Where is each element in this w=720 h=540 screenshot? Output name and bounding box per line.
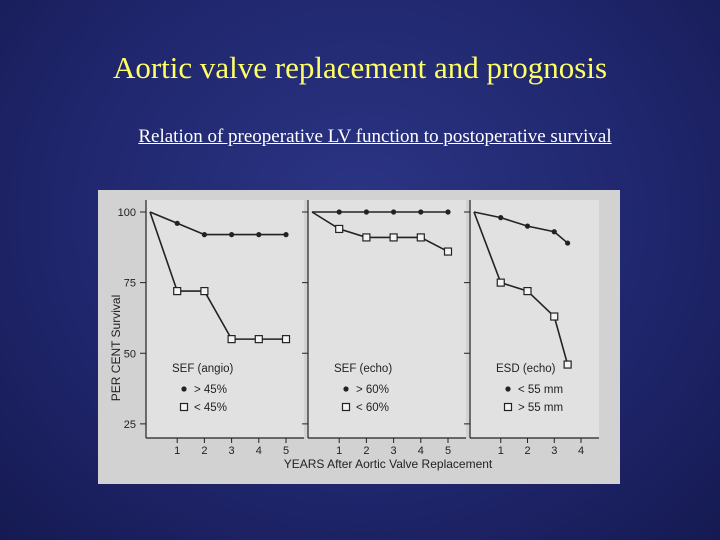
panel-1-series-2-point — [173, 286, 182, 296]
panel-3-plot-area — [470, 200, 599, 438]
panel-1-series-1-point — [201, 232, 207, 238]
panel-2-series-2-point — [389, 233, 398, 242]
panel-2-x-tick-label: 3 — [391, 445, 397, 457]
panel-1-legend-marker — [181, 386, 187, 392]
panel-3-x-tick-label: 2 — [524, 445, 530, 457]
panel-1-x-tick-label: 1 — [174, 445, 180, 457]
panel-2-series-1-point — [336, 209, 342, 215]
panel-3-series-2-point — [496, 278, 505, 287]
y-axis-label: PER CENT Survival — [109, 295, 123, 401]
panel-2-legend-title: SEF (echo) — [334, 363, 392, 375]
panel-3-series-2-point — [563, 360, 572, 369]
panel-1-series-1-point — [283, 232, 289, 238]
panel-2-series-2-line — [311, 211, 449, 253]
panel-2-series-1-point — [363, 209, 369, 215]
panel-2-series-2-point — [416, 233, 425, 242]
panel-2-legend-entry: > 60% — [356, 384, 389, 396]
y-tick-label: 100 — [118, 207, 136, 219]
panel-2-series-1-point — [391, 209, 397, 215]
panel-2-series-2-point — [362, 233, 371, 242]
panel-1-series-2-line — [149, 211, 286, 340]
panel-3-legend-title: ESD (echo) — [496, 363, 556, 375]
panel-3-legend-entry: < 55 mm — [518, 384, 563, 396]
panel-1-series-1-point — [229, 232, 235, 238]
survival-chart-svg: PER CENT Survival YEARS After Aortic Val… — [109, 200, 599, 471]
y-tick-label: 75 — [124, 278, 136, 290]
panel-1-legend-entry: < 45% — [194, 402, 227, 414]
panel-3-legend-marker — [505, 386, 511, 392]
slide-title: Aortic valve replacement and prognosis — [112, 50, 608, 85]
slide-subtitle: Relation of preoperative LV function to … — [138, 126, 612, 147]
panel-3-series-1-point — [551, 229, 557, 235]
panel-3-series-1-point — [498, 215, 504, 221]
panel-1-x-tick-label: 5 — [283, 445, 289, 457]
panel-2-x-tick-label: 4 — [418, 445, 424, 457]
panel-2-x-tick-label: 1 — [336, 445, 342, 457]
panel-2-legend-marker — [343, 386, 349, 392]
panel-2-plot-area — [308, 200, 466, 438]
panel-2-series-1-point — [445, 209, 451, 215]
panel-2-series-1-point — [418, 209, 424, 215]
panel-3-x-tick-label: 3 — [551, 445, 557, 457]
x-axis-label: YEARS After Aortic Valve Replacement — [284, 457, 493, 471]
panel-1-legend-entry: > 45% — [194, 384, 227, 396]
panel-1-series-2-point — [254, 335, 263, 344]
y-tick-label: 50 — [124, 348, 136, 360]
panel-1-legend-marker — [179, 402, 189, 412]
panel-1-series-1-line — [149, 211, 286, 236]
panel-3-x-tick-label: 1 — [498, 445, 504, 457]
panel-2-series-2-point — [443, 247, 453, 256]
panel-1-series-2-point — [200, 286, 209, 296]
panel-1-series-1-point — [174, 220, 180, 226]
panel-3-series-2-point — [550, 312, 559, 321]
panel-3-legend-marker — [503, 402, 513, 412]
panel-2-legend-marker — [341, 402, 351, 412]
panel-1-plot-area — [146, 200, 304, 438]
panel-1-legend-title: SEF (angio) — [172, 363, 234, 375]
y-tick-label: 25 — [124, 419, 136, 431]
panel-1-x-tick-label: 4 — [256, 445, 262, 457]
panel-3-series-1-point — [524, 223, 531, 229]
panel-2-x-tick-label: 5 — [445, 445, 451, 457]
panel-3-legend-entry: > 55 mm — [518, 402, 563, 414]
panel-2-legend-entry: < 60% — [356, 402, 389, 414]
panel-1-x-tick-label: 3 — [229, 445, 235, 457]
panel-3-series-1-point — [565, 240, 571, 246]
panel-1-x-tick-label: 2 — [201, 445, 207, 457]
panel-1-series-2-point — [227, 335, 236, 344]
panel-2-x-tick-label: 2 — [363, 445, 369, 457]
panel-1-series-1-point — [256, 232, 262, 238]
panel-3-x-tick-label: 4 — [578, 445, 584, 457]
panel-2-series-2-point — [335, 224, 344, 234]
panel-3-series-2-point — [523, 286, 532, 296]
survival-figure: PER CENT Survival YEARS After Aortic Val… — [98, 190, 620, 484]
panel-1-series-2-point — [281, 335, 291, 344]
